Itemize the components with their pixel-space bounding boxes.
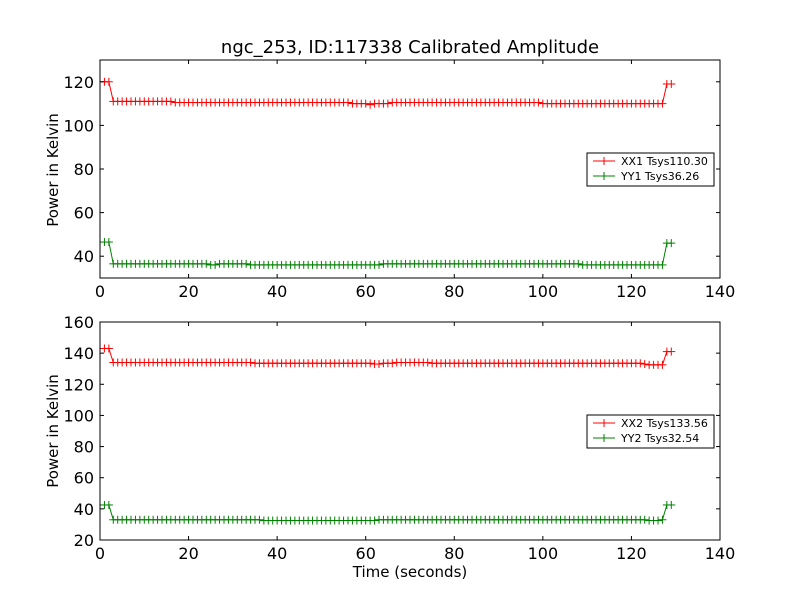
- chart-top-point-0-126: [658, 99, 667, 108]
- chart-top-legend-marker-1: [600, 172, 608, 180]
- chart-top-legend-entry-0: XX1 Tsys110.30: [593, 155, 708, 168]
- chart-bottom-xlabel: Time (seconds): [352, 563, 468, 581]
- chart-top-frame: [99, 59, 721, 279]
- chart-bottom-point-1-1: [104, 500, 113, 509]
- chart-bottom-legend-box: [586, 414, 715, 449]
- chart-bottom-point-0-121: [636, 359, 645, 368]
- chart-bottom-point-0-122: [640, 360, 649, 369]
- chart-bottom-point-0-126: [658, 360, 667, 369]
- chart-top-point-1-62: [375, 260, 383, 269]
- chart-top-point-0-55: [344, 98, 352, 107]
- chart-top-series-1: [100, 238, 676, 269]
- chart-top-xtick-label-1: 20: [178, 282, 198, 301]
- chart-bottom-ytick-label-6: 140: [63, 344, 94, 363]
- chart-bottom-legend-marker-0: [600, 419, 608, 427]
- chart-bottom-xtick-label-2: 40: [267, 544, 287, 563]
- chart-bottom-ytick-label-3: 80: [74, 438, 94, 457]
- chart-top-legend-label-1: YY1 Tsys36.26: [620, 170, 699, 183]
- chart-top-point-0-59: [361, 99, 370, 108]
- chart-top-point-1-128: [667, 239, 676, 248]
- chart-top-xtick-label-6: 120: [616, 282, 647, 301]
- chart-bottom-series-0: [100, 344, 676, 369]
- chart-bottom-xtick-label-7: 140: [705, 544, 736, 563]
- chart-bottom-ytick-label-7: 160: [63, 313, 94, 332]
- chart-bottom-point-0-33: [246, 358, 255, 367]
- chart-bottom-point-1-126: [658, 515, 667, 524]
- chart-top-ylabel: Power in Kelvin: [44, 113, 62, 227]
- chart-bottom: Time (seconds) Power in Kelvin 0 20 40 60 80…: [44, 313, 735, 581]
- chart-top-point-1-23: [202, 259, 211, 268]
- chart-top: ngc_253, ID:117338 Calibrated Amplitude …: [44, 37, 735, 301]
- chart-top-ytick-label-1: 60: [74, 204, 94, 223]
- chart-bottom-point-0-73: [423, 358, 432, 367]
- chart-bottom-legend-marker-1: [600, 434, 608, 442]
- chart-bottom-point-0-65: [388, 359, 397, 368]
- chart-bottom-ylabel: Power in Kelvin: [44, 374, 62, 488]
- chart-bottom-xtick-label-6: 120: [616, 544, 647, 563]
- chart-bottom-xtick-label-0: 0: [95, 544, 105, 563]
- chart-bottom-xtick-label-5: 100: [528, 544, 559, 563]
- chart-bottom-point-1-122: [640, 515, 649, 524]
- chart-top-point-1-32: [242, 259, 251, 268]
- chart-bottom-xtick-label-4: 80: [444, 544, 464, 563]
- chart-bottom-point-0-62: [375, 360, 383, 369]
- chart-top-point-1-25: [211, 260, 220, 269]
- chart-top-ytick-label-2: 80: [74, 160, 94, 179]
- chart-bottom-ytick-label-5: 120: [63, 375, 94, 394]
- chart-bottom-ytick-label-2: 60: [74, 469, 94, 488]
- chart-top-title: ngc_253, ID:117338 Calibrated Amplitude: [221, 37, 599, 58]
- chart-bottom-point-1-61: [370, 516, 379, 525]
- chart-bottom-legend-entry-0: XX2 Tsys133.56: [593, 417, 708, 430]
- chart-bottom-ytick-label-4: 100: [63, 406, 94, 425]
- chart-bottom-point-1-128: [667, 500, 676, 509]
- chart-bottom-ytick-label-0: 20: [74, 531, 94, 550]
- chart-top-point-0-98: [534, 98, 543, 107]
- chart-bottom-point-1-35: [255, 515, 264, 524]
- chart-bottom-point-0-60: [366, 359, 375, 368]
- chart-top-xtick-label-2: 40: [267, 282, 287, 301]
- chart-top-ytick-label-0: 40: [74, 247, 94, 266]
- chart-top-legend-marker-0: [600, 157, 608, 165]
- chart-bottom-legend-label-1: YY2 Tsys32.54: [620, 432, 699, 445]
- chart-top-legend-label-0: XX1 Tsys110.30: [621, 155, 708, 168]
- chart-top-ytick-label-4: 120: [63, 73, 94, 92]
- chart-top-series-layer: [100, 77, 676, 269]
- chart-top-xtick-label-4: 80: [444, 282, 464, 301]
- chart-top-point-0-1: [104, 77, 113, 86]
- chart-top-xtick-label-5: 100: [528, 282, 559, 301]
- chart-top-xtick-label-0: 0: [95, 282, 105, 301]
- chart-top-point-0-15: [166, 97, 175, 106]
- chart-bottom-xtick-label-3: 60: [356, 544, 376, 563]
- chart-top-xtick-label-7: 140: [705, 282, 736, 301]
- chart-top-legend-entry-1: YY1 Tsys36.26: [593, 170, 699, 183]
- chart-top-point-0-64: [383, 99, 392, 108]
- chart-bottom-legend-entry-1: YY2 Tsys32.54: [593, 432, 699, 445]
- chart-top-point-1-107: [574, 259, 583, 268]
- chart-bottom-frame: [99, 321, 721, 541]
- chart-top-point-1-126: [658, 260, 667, 269]
- chart-bottom-xtick-label-1: 20: [178, 544, 198, 563]
- chart-top-legend-box: [586, 152, 715, 187]
- chart-top-ticks-layer: 0 20 40 60 80 100 120 140 40 60 80 100 120: [63, 60, 735, 301]
- chart-top-point-1-1: [104, 238, 113, 247]
- chart-bottom-series-1: [100, 500, 676, 525]
- chart-bottom-point-0-128: [667, 347, 676, 356]
- chart-bottom-ytick-label-1: 40: [74, 500, 94, 519]
- chart-bottom-point-1-125: [654, 516, 662, 525]
- chart-top-xtick-label-3: 60: [356, 282, 376, 301]
- chart-bottom-series-layer: [100, 344, 676, 525]
- chart-top-point-0-60: [366, 100, 375, 109]
- chart-top-series-0: [100, 77, 676, 109]
- chart-top-ytick-label-3: 100: [63, 116, 94, 135]
- chart-bottom-point-0-1: [104, 344, 113, 353]
- chart-top-point-0-128: [667, 79, 676, 88]
- chart-top-legend: XX1 Tsys110.30 YY1 Tsys36.26: [586, 152, 715, 187]
- chart-bottom-legend: XX2 Tsys133.56 YY2 Tsys32.54: [586, 414, 715, 449]
- chart-bottom-legend-label-0: XX2 Tsys133.56: [621, 417, 708, 430]
